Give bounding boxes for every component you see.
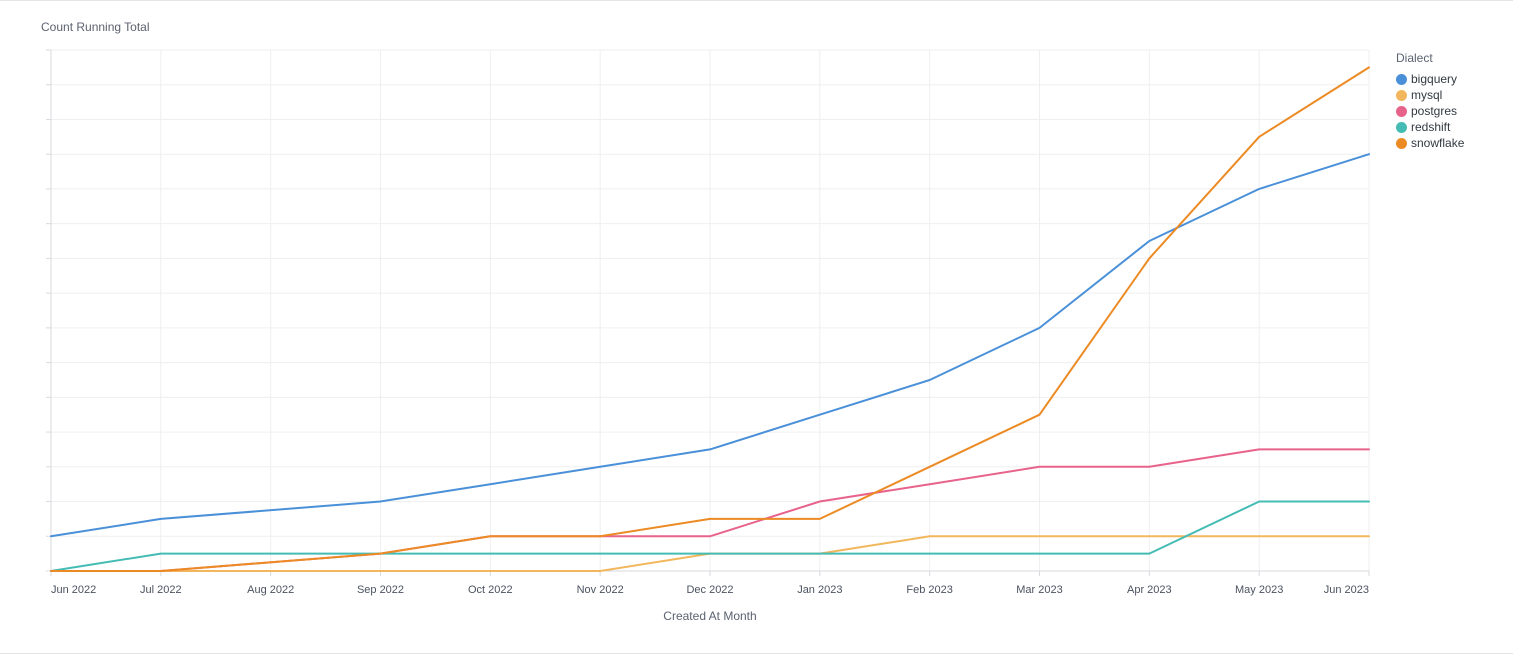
legend-title: Dialect: [1396, 51, 1433, 65]
series-lines: [50, 66, 1370, 572]
legend-swatch-redshift: [1396, 121, 1407, 133]
legend-label-bigquery: bigquery: [1411, 72, 1458, 86]
legend-label-mysql: mysql: [1411, 88, 1443, 102]
legend-item-snowflake[interactable]: snowflake: [1396, 135, 1464, 151]
legend: Dialect bigquery mysql postgres redshift…: [1396, 51, 1464, 151]
x-tick-label: Apr 2023: [1127, 584, 1172, 596]
legend-swatch-snowflake: [1396, 137, 1407, 149]
x-tick-label: Dec 2022: [686, 584, 733, 596]
gridlines: [46, 49, 1370, 572]
y-axis-title: Count Running Total: [41, 20, 150, 34]
x-tick-label: Aug 2022: [247, 584, 294, 596]
legend-label-redshift: redshift: [1411, 120, 1451, 134]
x-tick-label: May 2023: [1235, 584, 1283, 596]
x-tick-label: Oct 2022: [468, 584, 513, 596]
legend-item-postgres[interactable]: postgres: [1396, 103, 1464, 119]
legend-item-mysql[interactable]: mysql: [1396, 87, 1464, 103]
legend-swatch-postgres: [1396, 105, 1407, 117]
x-tick-labels: Jun 2022 Jul 2022 Aug 2022 Sep 2022 Oct 2022…: [51, 584, 1369, 596]
x-axis-title: Created At Month: [663, 609, 756, 623]
legend-item-bigquery[interactable]: bigquery: [1396, 71, 1464, 87]
x-tick-label: Feb 2023: [906, 584, 952, 596]
x-tick-label: Jul 2022: [140, 584, 182, 596]
series-line-snowflake: [50, 66, 1370, 572]
x-tick-label: Jun 2023: [1324, 584, 1369, 596]
legend-label-snowflake: snowflake: [1411, 136, 1465, 150]
x-tick-label: Sep 2022: [357, 584, 404, 596]
legend-label-postgres: postgres: [1411, 104, 1458, 118]
x-tick-label: Jun 2022: [51, 584, 96, 596]
series-line-redshift: [50, 500, 1370, 572]
legend-swatch-bigquery: [1396, 73, 1407, 85]
legend-swatch-mysql: [1396, 89, 1407, 101]
x-tick-label: Jan 2023: [797, 584, 842, 596]
x-tick-label: Nov 2022: [577, 584, 624, 596]
series-line-bigquery: [50, 153, 1370, 538]
legend-item-redshift[interactable]: redshift: [1396, 119, 1464, 135]
x-tick-label: Mar 2023: [1016, 584, 1062, 596]
